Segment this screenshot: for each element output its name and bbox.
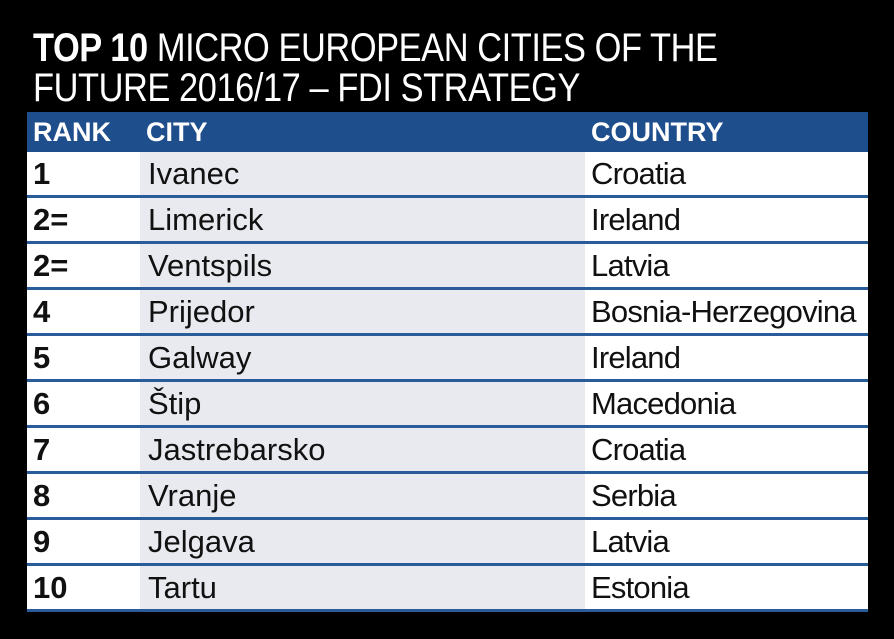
city-cell: Ivanec <box>140 152 585 198</box>
title-line: FUTURE 2016/17 – FDI STRATEGY <box>33 68 580 108</box>
table-row: 9 Jelgava Latvia <box>27 518 868 566</box>
country-cell: Ireland <box>585 334 868 382</box>
country-cell: Bosnia-Herzegovina <box>585 288 868 336</box>
country-cell: Estonia <box>585 564 868 612</box>
country-cell: Croatia <box>585 152 868 198</box>
table-row: 6 Štip Macedonia <box>27 380 868 428</box>
country-cell: Latvia <box>585 518 868 566</box>
country-cell: Macedonia <box>585 380 868 428</box>
column-header: COUNTRY <box>585 112 868 152</box>
city-cell: Prijedor <box>140 288 585 336</box>
rank-cell: 7 <box>27 426 140 474</box>
title-text: MICRO EUROPEAN CITIES OF THE <box>156 26 718 70</box>
table-row: 2= Ventspils Latvia <box>27 242 868 290</box>
rank-cell: 2= <box>27 242 140 290</box>
column-header: CITY <box>140 112 585 152</box>
rank-cell: 8 <box>27 472 140 520</box>
city-cell: Štip <box>140 380 585 428</box>
table-row: 7 Jastrebarsko Croatia <box>27 426 868 474</box>
rank-cell: 10 <box>27 564 140 612</box>
country-cell: Latvia <box>585 242 868 290</box>
country-cell: Ireland <box>585 196 868 244</box>
country-cell: Croatia <box>585 426 868 474</box>
table-row: 8 Vranje Serbia <box>27 472 868 520</box>
city-cell: Tartu <box>140 564 585 612</box>
city-cell: Vranje <box>140 472 585 520</box>
rank-cell: 9 <box>27 518 140 566</box>
rank-cell: 2= <box>27 196 140 244</box>
title-line: TOP 10 MICRO EUROPEAN CITIES OF THE <box>33 28 718 68</box>
table-row: 4 Prijedor Bosnia-Herzegovina <box>27 288 868 336</box>
city-cell: Galway <box>140 334 585 382</box>
city-cell: Jastrebarsko <box>140 426 585 474</box>
table-body: 1 Ivanec Croatia 2= Limerick Ireland 2= Ventspi… <box>27 152 868 612</box>
ranking-table: RANK CITY COUNTRY 1 Ivanec Croatia 2= Limerick… <box>27 112 868 612</box>
header-row: RANK CITY COUNTRY <box>27 112 868 152</box>
table-row: 10 Tartu Estonia <box>27 564 868 612</box>
column-header: RANK <box>27 112 140 152</box>
title-bold: TOP 10 <box>33 26 148 70</box>
table-row: 2= Limerick Ireland <box>27 196 868 244</box>
city-cell: Limerick <box>140 196 585 244</box>
table-row: 5 Galway Ireland <box>27 334 868 382</box>
rank-cell: 4 <box>27 288 140 336</box>
country-cell: Serbia <box>585 472 868 520</box>
rank-cell: 6 <box>27 380 140 428</box>
city-cell: Ventspils <box>140 242 585 290</box>
table-row: 1 Ivanec Croatia <box>27 152 868 198</box>
rank-cell: 5 <box>27 334 140 382</box>
city-cell: Jelgava <box>140 518 585 566</box>
title-text: FUTURE 2016/17 – FDI STRATEGY <box>33 66 581 110</box>
rank-cell: 1 <box>27 152 140 198</box>
